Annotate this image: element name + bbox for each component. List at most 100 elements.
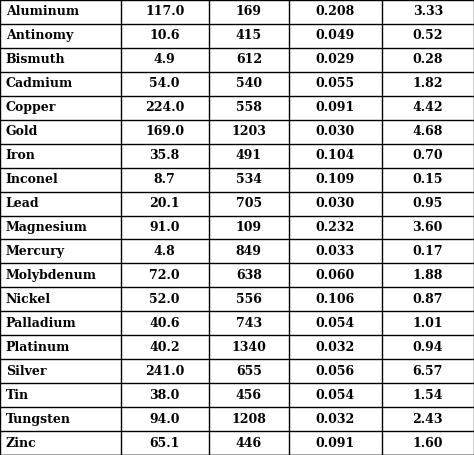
- Text: 1203: 1203: [231, 125, 266, 138]
- Text: 1.54: 1.54: [412, 389, 443, 402]
- Text: Zinc: Zinc: [6, 436, 36, 450]
- Text: 38.0: 38.0: [149, 389, 180, 402]
- Text: 0.104: 0.104: [316, 149, 355, 162]
- Text: 456: 456: [236, 389, 262, 402]
- Text: 0.032: 0.032: [316, 341, 355, 354]
- Text: 638: 638: [236, 269, 262, 282]
- Bar: [0, 431, 474, 455]
- Text: 40.6: 40.6: [149, 317, 180, 330]
- Text: 1.01: 1.01: [412, 317, 443, 330]
- Text: 0.055: 0.055: [316, 77, 355, 90]
- Text: 1.88: 1.88: [412, 269, 443, 282]
- Bar: [0, 72, 474, 96]
- Text: 10.6: 10.6: [149, 30, 180, 42]
- Text: Gold: Gold: [6, 125, 38, 138]
- Bar: [0, 216, 474, 239]
- Text: 446: 446: [236, 436, 262, 450]
- Text: 0.70: 0.70: [412, 149, 443, 162]
- Text: Antinomy: Antinomy: [6, 30, 73, 42]
- Bar: [0, 96, 474, 120]
- Text: 705: 705: [236, 197, 262, 210]
- Text: 0.28: 0.28: [412, 53, 443, 66]
- Text: 169: 169: [236, 5, 262, 19]
- Text: 109: 109: [236, 221, 262, 234]
- Text: 0.52: 0.52: [412, 30, 443, 42]
- Bar: [0, 48, 474, 72]
- Bar: [0, 407, 474, 431]
- Text: Nickel: Nickel: [6, 293, 51, 306]
- Text: Platinum: Platinum: [6, 341, 70, 354]
- Text: 491: 491: [236, 149, 262, 162]
- Text: Inconel: Inconel: [6, 173, 58, 186]
- Text: 1340: 1340: [231, 341, 266, 354]
- Text: 0.208: 0.208: [316, 5, 355, 19]
- Text: 0.049: 0.049: [316, 30, 355, 42]
- Text: 0.033: 0.033: [316, 245, 355, 258]
- Text: 4.42: 4.42: [412, 101, 443, 114]
- Text: 54.0: 54.0: [149, 77, 180, 90]
- Text: 415: 415: [236, 30, 262, 42]
- Text: 1208: 1208: [231, 413, 266, 425]
- Bar: [0, 144, 474, 167]
- Text: 0.87: 0.87: [412, 293, 443, 306]
- Text: 3.60: 3.60: [412, 221, 443, 234]
- Text: Magnesium: Magnesium: [6, 221, 88, 234]
- Text: 0.054: 0.054: [316, 317, 355, 330]
- Text: 0.056: 0.056: [316, 365, 355, 378]
- Bar: [0, 359, 474, 383]
- Text: 94.0: 94.0: [149, 413, 180, 425]
- Text: 91.0: 91.0: [149, 221, 180, 234]
- Bar: [0, 263, 474, 288]
- Text: 20.1: 20.1: [149, 197, 180, 210]
- Bar: [0, 288, 474, 311]
- Text: 1.60: 1.60: [412, 436, 443, 450]
- Text: 35.8: 35.8: [150, 149, 180, 162]
- Text: 534: 534: [236, 173, 262, 186]
- Bar: [0, 383, 474, 407]
- Text: 117.0: 117.0: [145, 5, 184, 19]
- Text: Aluminum: Aluminum: [6, 5, 79, 19]
- Text: 0.032: 0.032: [316, 413, 355, 425]
- Text: 0.091: 0.091: [316, 436, 355, 450]
- Text: 241.0: 241.0: [145, 365, 184, 378]
- Text: 4.8: 4.8: [154, 245, 175, 258]
- Text: 0.94: 0.94: [412, 341, 443, 354]
- Text: 743: 743: [236, 317, 262, 330]
- Text: 655: 655: [236, 365, 262, 378]
- Text: Tungsten: Tungsten: [6, 413, 71, 425]
- Text: 40.2: 40.2: [149, 341, 180, 354]
- Text: 0.029: 0.029: [316, 53, 355, 66]
- Text: Tin: Tin: [6, 389, 29, 402]
- Text: 8.7: 8.7: [154, 173, 175, 186]
- Text: 0.030: 0.030: [316, 197, 355, 210]
- Text: Cadmium: Cadmium: [6, 77, 73, 90]
- Bar: [0, 0, 474, 24]
- Bar: [0, 192, 474, 216]
- Text: 72.0: 72.0: [149, 269, 180, 282]
- Text: 0.232: 0.232: [316, 221, 355, 234]
- Text: Molybdenum: Molybdenum: [6, 269, 97, 282]
- Text: Mercury: Mercury: [6, 245, 64, 258]
- Bar: [0, 311, 474, 335]
- Text: Silver: Silver: [6, 365, 46, 378]
- Text: Bismuth: Bismuth: [6, 53, 65, 66]
- Text: Iron: Iron: [6, 149, 36, 162]
- Text: 4.9: 4.9: [154, 53, 175, 66]
- Bar: [0, 167, 474, 192]
- Text: 52.0: 52.0: [149, 293, 180, 306]
- Text: 558: 558: [236, 101, 262, 114]
- Text: 0.060: 0.060: [316, 269, 355, 282]
- Text: 0.95: 0.95: [412, 197, 443, 210]
- Bar: [0, 239, 474, 263]
- Text: 65.1: 65.1: [149, 436, 180, 450]
- Text: 540: 540: [236, 77, 262, 90]
- Text: Copper: Copper: [6, 101, 56, 114]
- Text: 612: 612: [236, 53, 262, 66]
- Bar: [0, 335, 474, 359]
- Text: 3.33: 3.33: [413, 5, 443, 19]
- Text: Lead: Lead: [6, 197, 39, 210]
- Text: 2.43: 2.43: [412, 413, 443, 425]
- Text: 556: 556: [236, 293, 262, 306]
- Text: 0.17: 0.17: [412, 245, 443, 258]
- Text: 1.82: 1.82: [412, 77, 443, 90]
